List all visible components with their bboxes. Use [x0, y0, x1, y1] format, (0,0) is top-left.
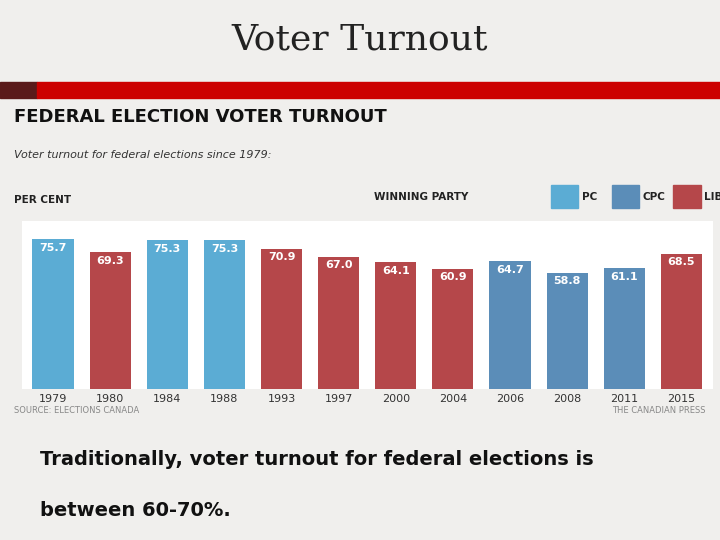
Bar: [261, 249, 302, 389]
Text: 58.8: 58.8: [554, 276, 581, 286]
Text: PC: PC: [582, 192, 597, 202]
Text: LIB: LIB: [704, 192, 720, 202]
Text: CPC: CPC: [643, 192, 666, 202]
Bar: [318, 256, 359, 389]
Bar: [546, 273, 588, 389]
Bar: [612, 185, 639, 208]
Text: 69.3: 69.3: [96, 255, 124, 266]
Text: Voter Turnout: Voter Turnout: [232, 22, 488, 56]
Bar: [32, 239, 73, 389]
Text: 68.5: 68.5: [667, 257, 695, 267]
Bar: [490, 261, 531, 389]
Text: THE CANADIAN PRESS: THE CANADIAN PRESS: [612, 406, 706, 415]
Text: Traditionally, voter turnout for federal elections is: Traditionally, voter turnout for federal…: [40, 450, 593, 469]
Bar: [432, 268, 474, 389]
Bar: [661, 254, 702, 389]
Text: SOURCE: ELECTIONS CANADA: SOURCE: ELECTIONS CANADA: [14, 406, 140, 415]
Text: 64.1: 64.1: [382, 266, 410, 276]
Bar: [551, 185, 578, 208]
Bar: [603, 268, 645, 389]
Text: between 60-70%.: between 60-70%.: [40, 501, 230, 520]
Text: 60.9: 60.9: [439, 272, 467, 282]
Text: 75.3: 75.3: [153, 244, 181, 254]
Text: Voter turnout for federal elections since 1979:: Voter turnout for federal elections sinc…: [14, 150, 272, 160]
Text: 70.9: 70.9: [268, 252, 295, 262]
Text: 75.7: 75.7: [40, 243, 67, 253]
Bar: [147, 240, 188, 389]
Text: 61.1: 61.1: [611, 272, 638, 282]
Bar: [89, 252, 131, 389]
Text: 67.0: 67.0: [325, 260, 352, 270]
Text: FEDERAL ELECTION VOTER TURNOUT: FEDERAL ELECTION VOTER TURNOUT: [14, 108, 387, 126]
Bar: [204, 240, 245, 389]
Bar: [673, 185, 701, 208]
Text: 64.7: 64.7: [496, 265, 524, 275]
Text: PER CENT: PER CENT: [14, 195, 71, 205]
Text: 75.3: 75.3: [211, 244, 238, 254]
Bar: [0, 82, 37, 98]
Bar: [375, 262, 416, 389]
Text: WINNING PARTY: WINNING PARTY: [374, 192, 469, 202]
